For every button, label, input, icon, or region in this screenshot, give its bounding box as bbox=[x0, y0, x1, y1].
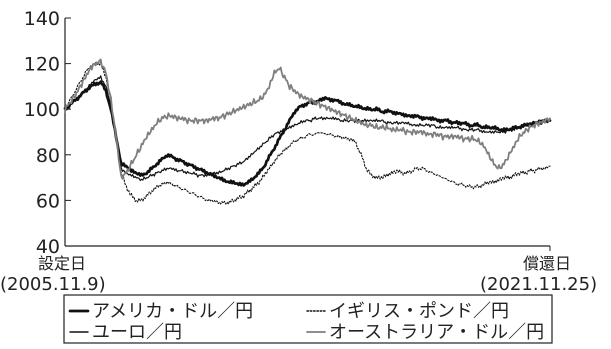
x-start-label: 設定日 bbox=[38, 254, 86, 273]
y-tick-label-100: 100 bbox=[24, 99, 60, 121]
y-tick-label-80: 80 bbox=[36, 145, 60, 167]
chart-series-layer bbox=[63, 58, 552, 205]
chart-label-layer: 40 60 80 100 120 140 設定日(2005.11.9) 償還日(2021.11… bbox=[0, 8, 597, 295]
x-end-label: 償還日 bbox=[523, 254, 571, 273]
x-start-date: (2005.11.9) bbox=[0, 274, 106, 295]
y-tick-label-60: 60 bbox=[36, 190, 60, 212]
y-tick-label-40: 40 bbox=[36, 236, 60, 258]
legend-label-1: イギリス・ポンド／円 bbox=[329, 301, 509, 322]
series-line-0 bbox=[63, 80, 552, 187]
y-tick-label-120: 120 bbox=[24, 54, 60, 76]
legend-label-2: ユーロ／円 bbox=[92, 322, 182, 343]
series-line-2 bbox=[64, 75, 551, 182]
legend-label-0: アメリカ・ドル／円 bbox=[92, 301, 253, 322]
legend-label-3: オーストラリア・ドル／円 bbox=[329, 322, 544, 343]
y-tick-label-140: 140 bbox=[24, 8, 60, 30]
series-line-3 bbox=[64, 58, 551, 180]
series-line-1 bbox=[64, 61, 551, 205]
legend-box bbox=[63, 294, 553, 344]
x-end-date: (2021.11.25) bbox=[480, 274, 597, 295]
chart-axis-layer bbox=[64, 17, 551, 251]
